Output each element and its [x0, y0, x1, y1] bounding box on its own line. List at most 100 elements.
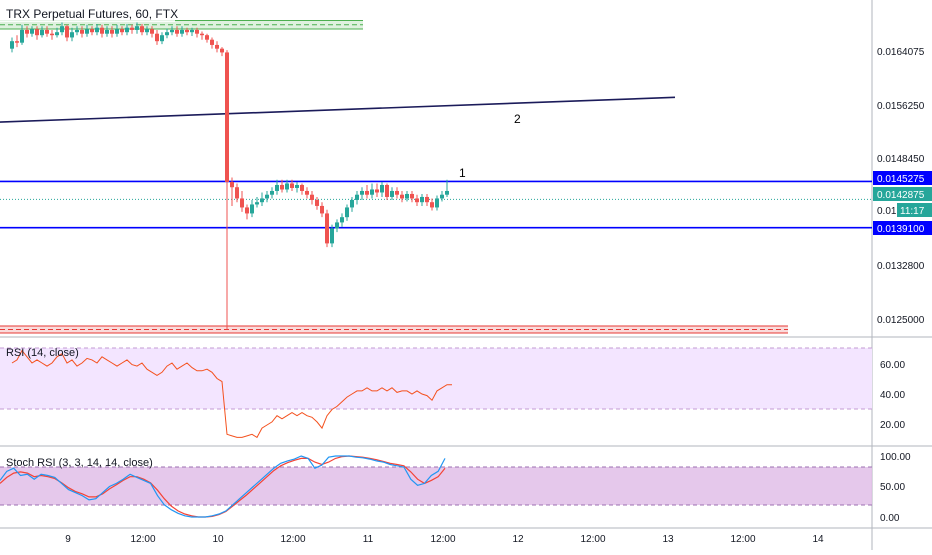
price-tag-text: 0.0142875 — [877, 190, 925, 201]
candle-body — [285, 183, 289, 190]
candle-body — [110, 29, 114, 34]
candle-body — [340, 217, 344, 223]
time-tick: 10 — [212, 534, 224, 545]
candle-body — [35, 29, 39, 36]
price-tick: 0.0148450 — [877, 154, 925, 165]
candle-body — [55, 32, 59, 36]
time-tick: 13 — [662, 534, 674, 545]
candle-body — [85, 29, 89, 34]
candle-body — [315, 199, 319, 206]
candle-body — [330, 228, 334, 244]
rsi-tick: 20.00 — [880, 420, 905, 431]
candle-body — [70, 32, 74, 38]
candle-body — [275, 184, 279, 191]
time-tick: 11 — [363, 534, 374, 545]
time-tick: 12:00 — [430, 534, 455, 545]
time-tick: 12:00 — [730, 534, 755, 545]
candle-body — [270, 190, 274, 195]
chart-title[interactable]: TRX Perpetual Futures, 60, FTX — [6, 7, 178, 21]
candle-body — [435, 198, 439, 208]
candle-body — [65, 26, 69, 38]
candle-body — [125, 27, 129, 33]
candle-body — [195, 29, 199, 34]
price-tag-current — [873, 187, 932, 201]
countdown-text: 11:17 — [900, 206, 925, 217]
stoch-k-line — [0, 455, 446, 518]
candle-body — [10, 41, 14, 49]
candle-body — [375, 189, 379, 193]
candle-body — [155, 33, 159, 42]
candle-body — [40, 29, 44, 36]
candle-body — [80, 29, 84, 34]
candle-body — [390, 190, 394, 197]
time-tick: 12 — [512, 534, 524, 545]
candle-body — [165, 32, 169, 36]
price-tags: 0.0145275 0.0142875 0.01 11:17 0.0139100 — [873, 171, 932, 235]
candle-body — [190, 29, 194, 33]
candle-body — [180, 29, 184, 34]
level-label-1: 1 — [459, 166, 466, 180]
rsi-line — [11, 349, 452, 439]
candle-body — [325, 213, 329, 244]
candle-body — [235, 187, 239, 199]
candle-body — [95, 27, 99, 33]
candle-body — [200, 33, 204, 36]
candle-body — [260, 198, 264, 203]
candle-body — [420, 196, 424, 203]
candle-body — [25, 29, 29, 34]
candle-body — [175, 29, 179, 34]
candle-body — [370, 189, 374, 195]
time-tick: 12:00 — [130, 534, 155, 545]
price-tag-text: 0.01 — [877, 206, 897, 217]
candle-body — [240, 198, 244, 208]
candle-body — [105, 29, 109, 34]
trendline[interactable] — [0, 96, 676, 123]
rsi-band — [0, 348, 872, 409]
rsi-tick: 60.00 — [880, 360, 905, 371]
candle-body — [205, 35, 209, 40]
price-tag-level-1 — [873, 171, 932, 185]
candle-body — [220, 48, 224, 53]
candle-body — [255, 202, 259, 205]
candle-body — [45, 29, 49, 34]
candle-body — [440, 194, 444, 199]
price-axis[interactable]: 0.0164075 0.0156250 0.0148450 0.0132800 … — [877, 47, 925, 326]
candle-body — [215, 44, 219, 49]
candlestick-series — [10, 22, 449, 330]
candle-body — [410, 193, 414, 199]
candle-body — [265, 194, 269, 199]
stoch-title[interactable]: Stoch RSI (3, 3, 14, 14, close) — [6, 457, 153, 469]
candle-body — [135, 26, 139, 30]
candle-body — [20, 29, 24, 43]
candle-body — [150, 29, 154, 34]
candle-body — [430, 202, 434, 208]
candle-body — [365, 190, 369, 195]
candle-body — [230, 181, 234, 188]
candle-body — [170, 29, 174, 33]
rsi-tick: 40.00 — [880, 390, 905, 401]
candle-body — [210, 39, 214, 45]
price-tick: 0.0125000 — [877, 315, 925, 326]
candle-body — [360, 190, 364, 195]
stoch-tick: 0.00 — [880, 513, 900, 524]
candle-body — [445, 190, 449, 195]
price-tag-support — [873, 221, 932, 235]
stoch-tick: 50.00 — [880, 482, 905, 493]
candle-body — [130, 27, 134, 30]
candle-body — [120, 29, 124, 33]
price-tick: 0.0156250 — [877, 101, 925, 112]
candle-body — [380, 184, 384, 193]
candle-body — [30, 29, 34, 34]
candle-body — [305, 190, 309, 195]
candle-body — [145, 29, 149, 33]
price-tag-text: 0.0145275 — [877, 174, 925, 185]
candle-body — [355, 194, 359, 200]
rsi-title[interactable]: RSI (14, close) — [6, 347, 79, 359]
candle-body — [415, 198, 419, 203]
candle-body — [400, 194, 404, 199]
time-axis[interactable]: 9 12:00 10 12:00 11 12:00 12 12:00 13 12… — [65, 534, 824, 545]
candle-body — [345, 207, 349, 218]
candle-body — [50, 33, 54, 36]
price-levels[interactable] — [0, 180, 872, 229]
